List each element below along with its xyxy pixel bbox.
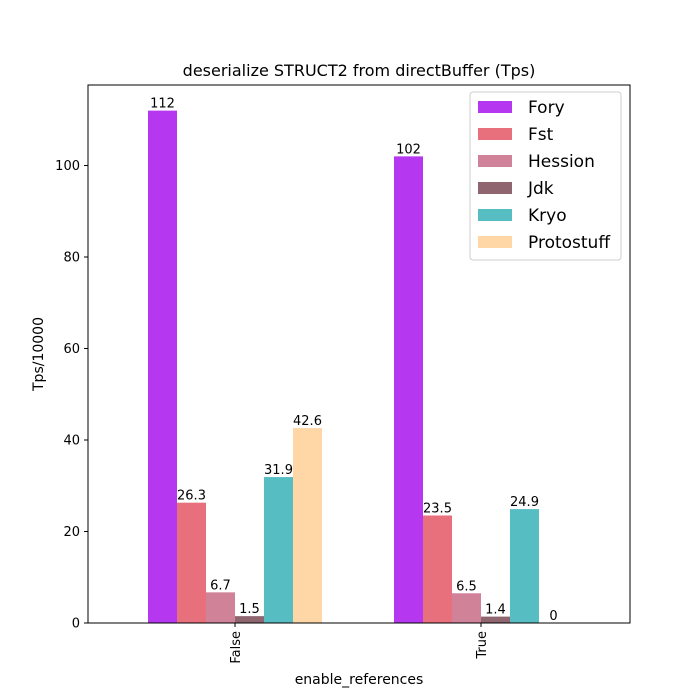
legend-label-protostuff: Protostuff <box>528 233 611 253</box>
legend-swatch-fst <box>478 128 512 140</box>
data-label-hession-false: 6.7 <box>210 578 231 593</box>
bar-hession-true <box>452 593 481 623</box>
legend-swatch-protostuff <box>478 236 512 248</box>
data-label-fst-false: 26.3 <box>177 489 206 504</box>
data-label-fst-true: 23.5 <box>423 501 452 516</box>
y-tick-label: 20 <box>63 525 80 540</box>
bar-hession-false <box>206 592 235 623</box>
data-label-protostuff-true: 0 <box>549 609 557 624</box>
y-tick-label: 60 <box>63 342 80 357</box>
data-label-fory-true: 102 <box>396 142 421 157</box>
legend-label-fst: Fst <box>528 125 554 145</box>
y-tick-label: 100 <box>55 159 80 174</box>
y-axis-label: Tps/10000 <box>31 317 47 392</box>
chart-title: deserialize STRUCT2 from directBuffer (T… <box>183 61 536 80</box>
legend-label-hession: Hession <box>528 152 595 172</box>
data-label-jdk-true: 1.4 <box>485 603 506 618</box>
legend-swatch-jdk <box>478 182 512 194</box>
data-label-kryo-true: 24.9 <box>510 495 539 510</box>
bars-group <box>148 110 539 624</box>
x-axis: False True <box>229 623 490 664</box>
data-labels-group: 112 26.3 6.7 1.5 31.9 42.6 102 23.5 6.5 1.4 24.9 0 <box>150 97 558 624</box>
x-tick-label: True <box>475 631 490 660</box>
data-label-fory-false: 112 <box>150 97 175 112</box>
plot-area-frame <box>87 84 631 624</box>
bar-protostuff-false <box>293 428 322 623</box>
y-axis: 0 20 40 60 80 100 <box>55 159 88 632</box>
y-tick-label: 0 <box>72 617 80 632</box>
bar-fst-true <box>423 515 452 623</box>
y-tick-label: 40 <box>63 434 80 449</box>
x-tick-label: False <box>229 631 244 664</box>
bar-fory-false <box>148 110 177 624</box>
legend: Fory Fst Hession Jdk Kryo Protostuff <box>469 91 622 261</box>
legend-label-jdk: Jdk <box>527 179 554 199</box>
legend-label-kryo: Kryo <box>528 206 567 226</box>
legend-label-fory: Fory <box>528 98 565 118</box>
bar-jdk-false <box>235 616 264 623</box>
bar-kryo-true <box>510 509 539 623</box>
data-label-jdk-false: 1.5 <box>239 602 260 617</box>
y-tick-label: 80 <box>63 251 80 266</box>
legend-swatch-fory <box>478 101 512 113</box>
x-axis-label: enable_references <box>295 672 424 688</box>
bar-jdk-true <box>481 616 510 623</box>
bar-fory-true <box>394 156 423 623</box>
bar-fst-false <box>177 502 206 623</box>
data-label-protostuff-false: 42.6 <box>293 414 322 429</box>
data-label-hession-true: 6.5 <box>456 579 477 594</box>
data-label-kryo-false: 31.9 <box>264 463 293 478</box>
legend-swatch-kryo <box>478 209 512 221</box>
bar-kryo-false <box>264 477 293 623</box>
legend-swatch-hession <box>478 155 512 167</box>
